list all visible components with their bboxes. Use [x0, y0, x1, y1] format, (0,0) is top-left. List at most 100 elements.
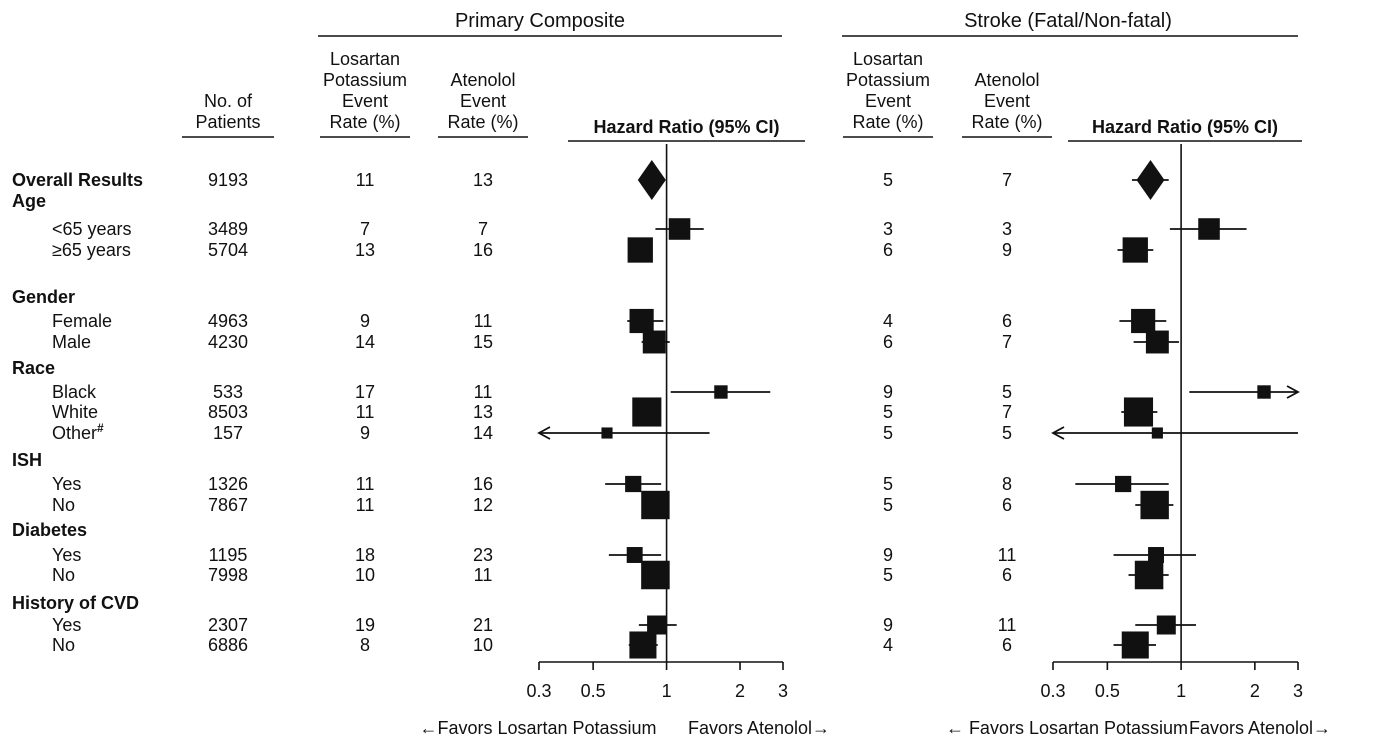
x-tick-label-2-3: 1: [1176, 681, 1186, 701]
atenolol-rate-value: 11: [474, 311, 493, 331]
row-label: Gender: [12, 287, 75, 307]
hazard-ratio-plots: 0.3 0.5 1 2 3←Favors Losartan Potassium Favor…: [419, 144, 1331, 738]
table-row: <65 years 3489 7 7 3 3: [52, 219, 1012, 239]
hazard-ratio-square: [627, 237, 653, 263]
losartan-rate-value: 11: [356, 495, 375, 515]
table-row: Male 4230 14 15 6 7: [52, 332, 1012, 352]
header-losartan-rate-stroke-line-2: Potassium: [846, 70, 930, 90]
atenolol-rate-value: 9: [1002, 240, 1012, 260]
losartan-rate-value: 6: [883, 332, 893, 352]
atenolol-rate-value: 11: [998, 615, 1017, 635]
atenolol-rate-value: 5: [1002, 382, 1012, 402]
header-atenolol-rate-stroke-line-1: Atenolol: [974, 70, 1039, 90]
header-losartan-rate-primary-line-1: Losartan: [330, 49, 400, 69]
atenolol-rate-value: 16: [473, 240, 493, 260]
atenolol-rate-value: 7: [1002, 332, 1012, 352]
x-tick-label-1-3: 1: [662, 681, 672, 701]
losartan-rate-value: 5: [883, 170, 893, 190]
row-label: No: [52, 565, 75, 585]
row-label: Male: [52, 332, 91, 352]
header-losartan-rate-primary-line-2: Potassium: [323, 70, 407, 90]
atenolol-rate-value: 3: [1002, 219, 1012, 239]
hazard-ratio-square: [1151, 427, 1163, 439]
patients-value: 2307: [208, 615, 248, 635]
header-losartan-rate-stroke-line-3: Event: [865, 91, 911, 111]
atenolol-rate-value: 7: [478, 219, 488, 239]
patients-value: 3489: [208, 219, 248, 239]
losartan-rate-value: 11: [356, 402, 375, 422]
atenolol-rate-value: 6: [1002, 565, 1012, 585]
hazard-ratio-square: [641, 560, 670, 590]
hazard-ratio-square: [714, 385, 728, 399]
hazard-ratio-square: [626, 547, 643, 563]
hazard-ratio-square: [1198, 218, 1220, 240]
losartan-rate-value: 8: [360, 635, 370, 655]
atenolol-rate-value: 7: [1002, 170, 1012, 190]
losartan-rate-value: 18: [355, 545, 375, 565]
x-tick-label-1-1: 0.3: [526, 681, 551, 701]
ci-arrow-left: [537, 426, 551, 440]
hazard-ratio-square: [668, 218, 691, 240]
hazard-ratio-diamond: [637, 160, 666, 200]
hazard-ratio-square: [1121, 631, 1149, 659]
atenolol-rate-value: 11: [474, 565, 493, 585]
x-tick-label-2-2: 0.5: [1095, 681, 1120, 701]
hazard-ratio-square: [642, 330, 666, 354]
atenolol-rate-value: 11: [474, 382, 493, 402]
favors-right-2: Favors Atenolol→: [1189, 718, 1331, 738]
table-row: ISH: [12, 450, 42, 470]
patients-value: 7998: [208, 565, 248, 585]
losartan-rate-value: 3: [883, 219, 893, 239]
patients-value: 6886: [208, 635, 248, 655]
table-row: No 7867 11 12 5 6: [52, 495, 1012, 515]
x-tick-label-1-2: 0.5: [581, 681, 606, 701]
losartan-rate-value: 10: [355, 565, 375, 585]
header-hazard-ratio-2: Hazard Ratio (95% CI): [1092, 117, 1278, 137]
losartan-rate-value: 17: [355, 382, 375, 402]
patients-value: 4230: [208, 332, 248, 352]
hazard-ratio-square: [1148, 547, 1164, 563]
row-label: No: [52, 635, 75, 655]
table-row: ≥65 years 5704 13 16 6 9: [52, 240, 1012, 260]
table-row: Black 533 17 11 9 5: [52, 382, 1012, 402]
hazard-ratio-square: [601, 427, 613, 439]
losartan-rate-value: 5: [883, 402, 893, 422]
atenolol-rate-value: 7: [1002, 402, 1012, 422]
table-row: Age: [12, 191, 46, 211]
row-label-superscript: #: [97, 421, 104, 435]
header-losartan-rate-primary-line-3: Event: [342, 91, 388, 111]
header-hazard-ratio-1: Hazard Ratio (95% CI): [593, 117, 779, 137]
header-atenolol-rate-stroke-line-3: Rate (%): [971, 112, 1042, 132]
hazard-ratio-square: [1257, 385, 1271, 399]
losartan-rate-value: 9: [360, 311, 370, 331]
atenolol-rate-value: 5: [1002, 423, 1012, 443]
header-losartan-rate-stroke-line-4: Rate (%): [852, 112, 923, 132]
hazard-ratio-square: [629, 308, 654, 334]
table-row: Female 4963 9 11 4 6: [52, 311, 1012, 331]
favors-left-1: ←Favors Losartan Potassium: [419, 718, 656, 738]
losartan-rate-value: 11: [356, 170, 375, 190]
x-tick-label-2-4: 2: [1250, 681, 1260, 701]
x-tick-label-1-4: 2: [735, 681, 745, 701]
atenolol-rate-value: 12: [473, 495, 493, 515]
panel-titles: Primary Composite Stroke (Fatal/Non-fatal…: [318, 10, 1298, 37]
hazard-ratio-square: [1134, 560, 1164, 590]
losartan-rate-value: 5: [883, 495, 893, 515]
header-atenolol-rate-primary-line-3: Rate (%): [447, 112, 518, 132]
atenolol-rate-value: 13: [473, 170, 493, 190]
hazard-ratio-square: [632, 397, 662, 427]
panel-title-1: Primary Composite: [455, 10, 625, 32]
row-label: Yes: [52, 474, 81, 494]
table-row: Yes 2307 19 21 9 11: [52, 615, 1016, 635]
row-label: Other#: [52, 421, 104, 443]
losartan-rate-value: 9: [883, 382, 893, 402]
table-row: Yes 1195 18 23 9 11: [52, 545, 1016, 565]
row-label: Age: [12, 191, 46, 211]
losartan-rate-value: 9: [883, 545, 893, 565]
hazard-ratio-square: [1131, 308, 1156, 334]
table-row: White 8503 11 13 5 7: [52, 402, 1012, 422]
panel-title-2: Stroke (Fatal/Non-fatal): [964, 10, 1172, 32]
ci-arrow-left: [1051, 426, 1065, 440]
table-row: Overall Results 9193 11 13 5 7: [12, 170, 1012, 190]
